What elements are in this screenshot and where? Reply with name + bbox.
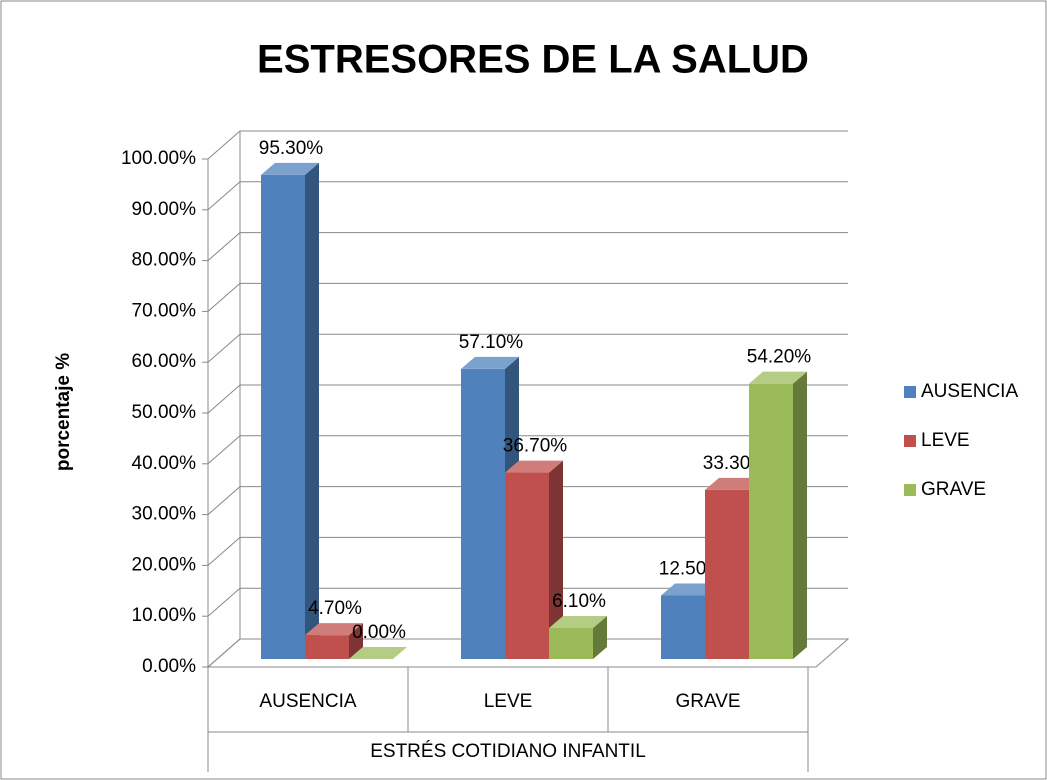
bar-side — [349, 623, 363, 659]
bar-top — [305, 623, 363, 636]
legend-label: LEVE — [921, 430, 970, 451]
bar — [461, 368, 505, 659]
grid-line — [207, 587, 848, 617]
bar-side — [793, 371, 807, 659]
bar — [261, 174, 305, 659]
grid-line — [207, 536, 848, 566]
chart-title: ESTRESORES DE LA SALUD — [257, 38, 809, 82]
bar-side — [549, 460, 563, 659]
y-tick-label: 80.00% — [132, 250, 197, 271]
bar — [549, 628, 593, 659]
data-label: 0.00% — [352, 622, 406, 643]
bar — [661, 595, 705, 659]
x-axis-label: ESTRÉS COTIDIANO INFANTIL — [370, 741, 646, 762]
y-tick-label: 40.00% — [132, 453, 197, 474]
y-tick-label: 100.00% — [121, 148, 196, 169]
grid-line — [207, 130, 848, 160]
grid-line — [207, 282, 848, 312]
data-label: 95.30% — [259, 138, 324, 159]
legend-swatch — [904, 386, 916, 398]
bar-side — [593, 616, 607, 659]
legend-label: GRAVE — [921, 479, 986, 500]
bar-top — [661, 583, 719, 596]
data-label: 54.20% — [747, 347, 812, 368]
bar — [705, 489, 749, 659]
bar-top — [461, 356, 519, 369]
bar-top — [349, 647, 407, 659]
y-tick-label: 20.00% — [132, 554, 197, 575]
bar-top — [549, 616, 607, 629]
grid-line — [207, 486, 848, 515]
bar — [305, 635, 349, 659]
y-tick-label: 10.00% — [132, 605, 197, 626]
bar-top — [261, 162, 319, 175]
legend-swatch — [904, 435, 916, 447]
legend-label: AUSENCIA — [921, 381, 1018, 402]
y-tick-label: 90.00% — [132, 199, 197, 220]
bar — [749, 383, 793, 659]
data-label: 4.70% — [308, 598, 362, 619]
grid-line — [207, 232, 848, 261]
x-tick-label: AUSENCIA — [259, 691, 356, 712]
bar-top — [505, 460, 563, 473]
bar-top — [705, 477, 763, 490]
y-axis-label: porcentaje % — [53, 353, 74, 471]
bar-side — [305, 162, 319, 659]
bar-top — [749, 371, 807, 384]
x-tick-label: GRAVE — [675, 691, 740, 712]
y-tick-label: 30.00% — [132, 504, 197, 525]
legend-swatch — [904, 484, 916, 496]
grid-line — [207, 384, 848, 414]
y-tick-label: 50.00% — [132, 402, 197, 423]
grid-line — [207, 435, 848, 465]
grid-line — [207, 181, 848, 211]
y-tick-label: 70.00% — [132, 300, 197, 321]
data-label: 6.10% — [552, 591, 606, 612]
x-tick-label: LEVE — [484, 691, 533, 712]
y-tick-label: 60.00% — [132, 351, 197, 372]
grid-line — [207, 638, 848, 668]
bar — [505, 472, 549, 659]
grid-line — [207, 333, 848, 363]
data-label: 36.70% — [503, 436, 568, 457]
y-tick-label: 0.00% — [142, 656, 196, 677]
data-label: 57.10% — [459, 332, 524, 353]
